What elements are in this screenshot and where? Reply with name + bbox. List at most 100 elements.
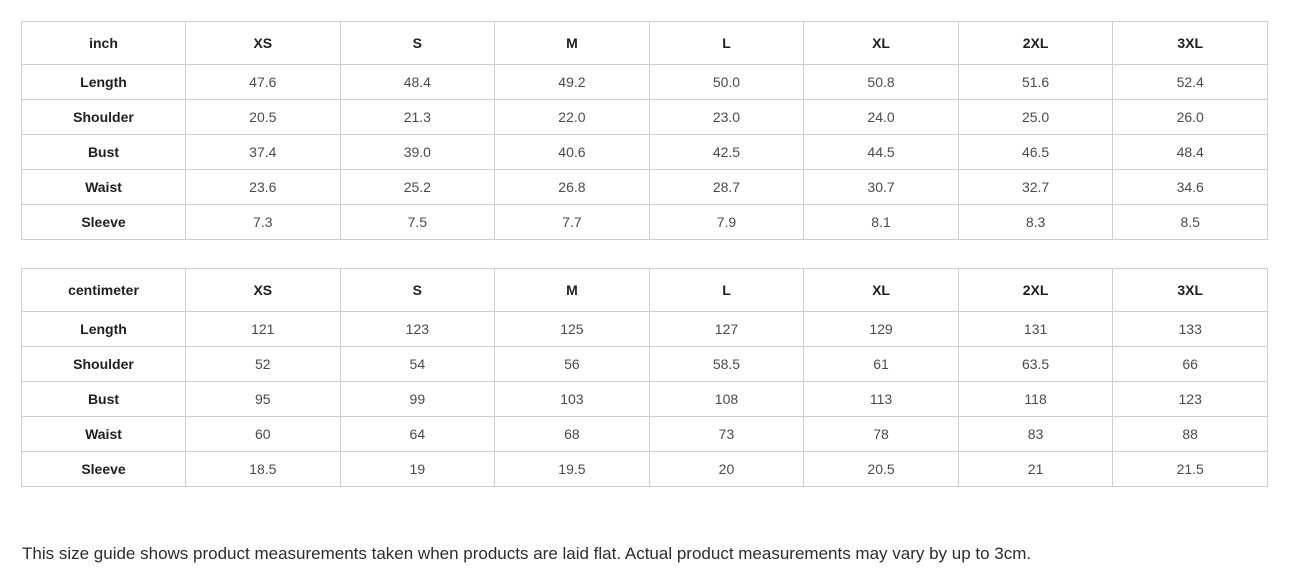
size-table-inch-header: inch XS S M L XL 2XL 3XL [21, 21, 1268, 65]
measurement-value-cell: 50.0 [648, 64, 805, 100]
measurement-value-cell: 25.0 [957, 99, 1114, 135]
table-row: Sleeve 7.3 7.5 7.7 7.9 8.1 8.3 8.5 [21, 204, 1268, 240]
size-header-cell: XS [185, 21, 341, 65]
measurement-value-cell: 42.5 [648, 134, 805, 170]
size-header-cell: S [339, 21, 496, 65]
measurement-value-cell: 54 [339, 346, 496, 382]
size-header-row: centimeter XS S M L XL 2XL 3XL [21, 268, 1268, 312]
size-header-row: inch XS S M L XL 2XL 3XL [21, 21, 1268, 65]
size-header-cell: XL [803, 21, 959, 65]
measurement-value-cell: 78 [803, 416, 959, 452]
measurement-value-cell: 123 [1112, 381, 1268, 417]
table-row: Bust 37.4 39.0 40.6 42.5 44.5 46.5 48.4 [21, 134, 1268, 170]
measurement-value-cell: 95 [185, 381, 341, 417]
size-header-cell: S [339, 268, 496, 312]
size-header-cell: M [494, 21, 650, 65]
measurement-value-cell: 99 [339, 381, 496, 417]
measurement-label-cell: Shoulder [21, 99, 186, 135]
measurement-value-cell: 39.0 [339, 134, 496, 170]
measurement-value-cell: 131 [957, 311, 1114, 347]
measurement-value-cell: 28.7 [648, 169, 805, 205]
measurement-value-cell: 7.9 [648, 204, 805, 240]
measurement-value-cell: 129 [803, 311, 959, 347]
measurement-value-cell: 50.8 [803, 64, 959, 100]
unit-header-cell: inch [21, 21, 186, 65]
measurement-label-cell: Length [21, 64, 186, 100]
measurement-value-cell: 83 [957, 416, 1114, 452]
measurement-value-cell: 123 [339, 311, 496, 347]
measurement-value-cell: 121 [185, 311, 341, 347]
table-row: Waist 23.6 25.2 26.8 28.7 30.7 32.7 34.6 [21, 169, 1268, 205]
size-header-cell: 3XL [1112, 21, 1268, 65]
measurement-label-cell: Bust [21, 381, 186, 417]
measurement-value-cell: 48.4 [339, 64, 496, 100]
measurement-value-cell: 20.5 [185, 99, 341, 135]
measurement-value-cell: 44.5 [803, 134, 959, 170]
measurement-label-cell: Length [21, 311, 186, 347]
measurement-value-cell: 19.5 [494, 451, 650, 487]
measurement-value-cell: 66 [1112, 346, 1268, 382]
measurement-value-cell: 125 [494, 311, 650, 347]
measurement-value-cell: 103 [494, 381, 650, 417]
measurement-value-cell: 21.3 [339, 99, 496, 135]
measurement-value-cell: 61 [803, 346, 959, 382]
measurement-value-cell: 133 [1112, 311, 1268, 347]
size-header-cell: XS [185, 268, 341, 312]
size-header-cell: 2XL [957, 268, 1114, 312]
size-table-centimeter-body: Length 121 123 125 127 129 131 133 Shoulder 52 54 5… [21, 311, 1268, 487]
size-header-cell: L [648, 21, 805, 65]
size-table-centimeter-header: centimeter XS S M L XL 2XL 3XL [21, 268, 1268, 312]
measurement-value-cell: 22.0 [494, 99, 650, 135]
measurement-value-cell: 49.2 [494, 64, 650, 100]
measurement-value-cell: 127 [648, 311, 805, 347]
size-header-cell: XL [803, 268, 959, 312]
measurement-value-cell: 26.0 [1112, 99, 1268, 135]
measurement-value-cell: 113 [803, 381, 959, 417]
measurement-value-cell: 60 [185, 416, 341, 452]
measurement-value-cell: 20 [648, 451, 805, 487]
measurement-value-cell: 68 [494, 416, 650, 452]
measurement-value-cell: 52.4 [1112, 64, 1268, 100]
table-row: Shoulder 52 54 56 58.5 61 63.5 66 [21, 346, 1268, 382]
table-row: Bust 95 99 103 108 113 118 123 [21, 381, 1268, 417]
measurement-value-cell: 48.4 [1112, 134, 1268, 170]
measurement-value-cell: 58.5 [648, 346, 805, 382]
measurement-value-cell: 19 [339, 451, 496, 487]
measurement-value-cell: 64 [339, 416, 496, 452]
size-header-cell: L [648, 268, 805, 312]
measurement-value-cell: 52 [185, 346, 341, 382]
table-row: Sleeve 18.5 19 19.5 20 20.5 21 21.5 [21, 451, 1268, 487]
measurement-value-cell: 8.3 [957, 204, 1114, 240]
size-header-cell: 3XL [1112, 268, 1268, 312]
measurement-value-cell: 40.6 [494, 134, 650, 170]
measurement-label-cell: Bust [21, 134, 186, 170]
measurement-value-cell: 63.5 [957, 346, 1114, 382]
measurement-value-cell: 46.5 [957, 134, 1114, 170]
measurement-label-cell: Waist [21, 169, 186, 205]
size-table-inch: inch XS S M L XL 2XL 3XL Length 47.6 48.4 49.2 50.0… [21, 21, 1268, 240]
measurement-value-cell: 108 [648, 381, 805, 417]
measurement-value-cell: 37.4 [185, 134, 341, 170]
unit-header-cell: centimeter [21, 268, 186, 312]
measurement-value-cell: 73 [648, 416, 805, 452]
measurement-value-cell: 30.7 [803, 169, 959, 205]
measurement-label-cell: Sleeve [21, 204, 186, 240]
measurement-value-cell: 118 [957, 381, 1114, 417]
size-table-centimeter: centimeter XS S M L XL 2XL 3XL Length 121 123 125 1… [21, 268, 1268, 487]
table-row: Waist 60 64 68 73 78 83 88 [21, 416, 1268, 452]
measurement-value-cell: 23.6 [185, 169, 341, 205]
size-table-inch-body: Length 47.6 48.4 49.2 50.0 50.8 51.6 52.4 Should… [21, 64, 1268, 240]
measurement-value-cell: 23.0 [648, 99, 805, 135]
table-row: Shoulder 20.5 21.3 22.0 23.0 24.0 25.0 26.0 [21, 99, 1268, 135]
measurement-value-cell: 7.3 [185, 204, 341, 240]
measurement-value-cell: 88 [1112, 416, 1268, 452]
measurement-value-cell: 32.7 [957, 169, 1114, 205]
table-row: Length 121 123 125 127 129 131 133 [21, 311, 1268, 347]
measurement-value-cell: 47.6 [185, 64, 341, 100]
measurement-value-cell: 18.5 [185, 451, 341, 487]
size-header-cell: 2XL [957, 21, 1114, 65]
measurement-value-cell: 56 [494, 346, 650, 382]
measurement-value-cell: 21.5 [1112, 451, 1268, 487]
measurement-value-cell: 51.6 [957, 64, 1114, 100]
measurement-label-cell: Sleeve [21, 451, 186, 487]
